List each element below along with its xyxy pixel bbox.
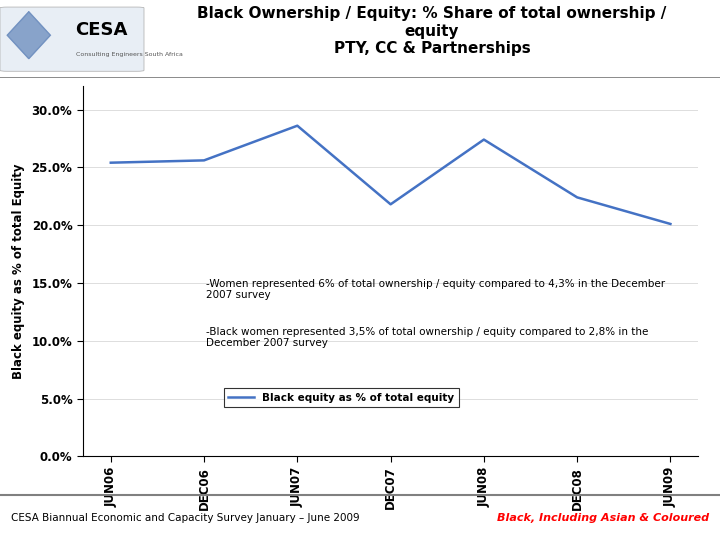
Text: CESA: CESA xyxy=(76,21,128,39)
Polygon shape xyxy=(7,12,50,59)
Text: CESA Biannual Economic and Capacity Survey January – June 2009: CESA Biannual Economic and Capacity Surv… xyxy=(11,513,359,523)
Text: Black, Including Asian & Coloured: Black, Including Asian & Coloured xyxy=(497,513,709,523)
Text: Black Ownership / Equity: % Share of total ownership /
equity
PTY, CC & Partners: Black Ownership / Equity: % Share of tot… xyxy=(197,6,667,56)
Y-axis label: Black equity as % of total Equity: Black equity as % of total Equity xyxy=(12,164,24,379)
Text: -Women represented 6% of total ownership / equity compared to 4,3% in the Decemb: -Women represented 6% of total ownership… xyxy=(206,279,665,300)
FancyBboxPatch shape xyxy=(0,7,144,71)
Text: Consulting Engineers South Africa: Consulting Engineers South Africa xyxy=(76,52,182,57)
Legend: Black equity as % of total equity: Black equity as % of total equity xyxy=(224,388,459,407)
Text: -Black women represented 3,5% of total ownership / equity compared to 2,8% in th: -Black women represented 3,5% of total o… xyxy=(206,327,648,348)
